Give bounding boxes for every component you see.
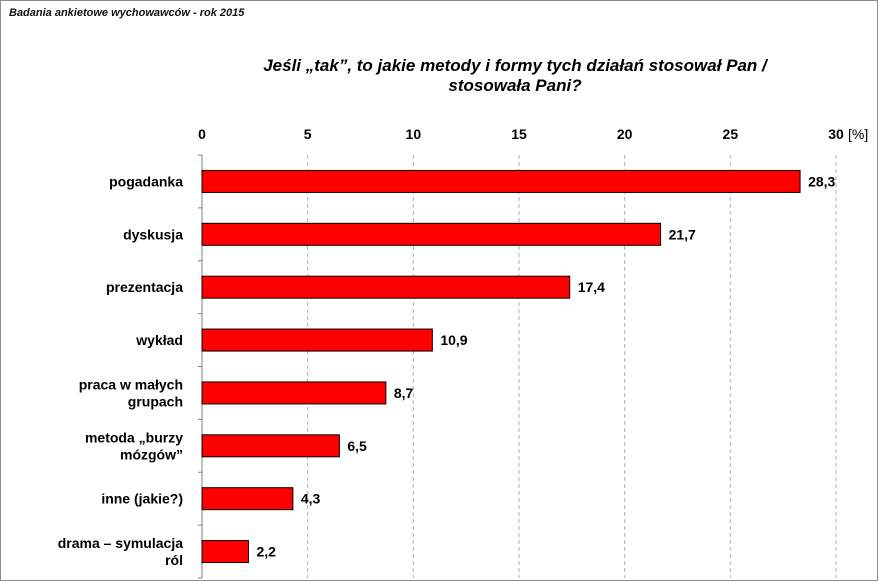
category-label: praca w małych [79,376,183,392]
chart-title-line-2: stosowała Pani? [448,76,582,95]
category-label: dyskusja [123,226,183,242]
bar-value-label: 4,3 [301,491,321,507]
bar [201,222,662,246]
x-tick-label: 25 [723,126,739,142]
bar-value-label: 8,7 [394,385,414,401]
category-label: pogadanka [109,173,183,189]
category-label: ról [165,552,183,568]
category-label: metoda „burzy [85,429,183,445]
category-label: mózgów” [120,446,183,462]
x-tick-label: 5 [304,126,312,142]
chart-title: Jeśli „tak”, to jakie metody i formy tyc… [170,56,860,96]
bar [201,169,801,193]
x-tick-label: 10 [406,126,422,142]
x-tick-label: 15 [511,126,527,142]
bar-value-label: 17,4 [578,279,605,295]
chart-title-line-1: Jeśli „tak”, to jakie metody i formy tyc… [263,56,767,75]
x-tick-label: 0 [198,126,206,142]
x-unit-label: [%] [848,126,868,142]
source-note: Badania ankietowe wychowawców - rok 2015 [9,7,245,19]
bar [201,540,249,564]
bar-value-label: 2,2 [256,544,276,560]
bar-value-label: 21,7 [669,226,696,242]
bar [201,381,387,405]
category-label: prezentacja [106,279,183,295]
bar [201,434,340,458]
bar [201,487,294,511]
category-label: drama – symulacja [58,535,184,551]
category-label: inne (jakie?) [101,491,183,507]
bar-value-label: 10,9 [440,332,467,348]
bar-value-label: 6,5 [347,438,367,454]
bar [201,328,433,352]
bar [201,275,571,299]
category-label: wykład [135,332,183,348]
x-tick-label: 30 [828,126,844,142]
bar-value-label: 28,3 [808,173,835,189]
category-label: grupach [128,393,183,409]
x-tick-label: 20 [617,126,633,142]
